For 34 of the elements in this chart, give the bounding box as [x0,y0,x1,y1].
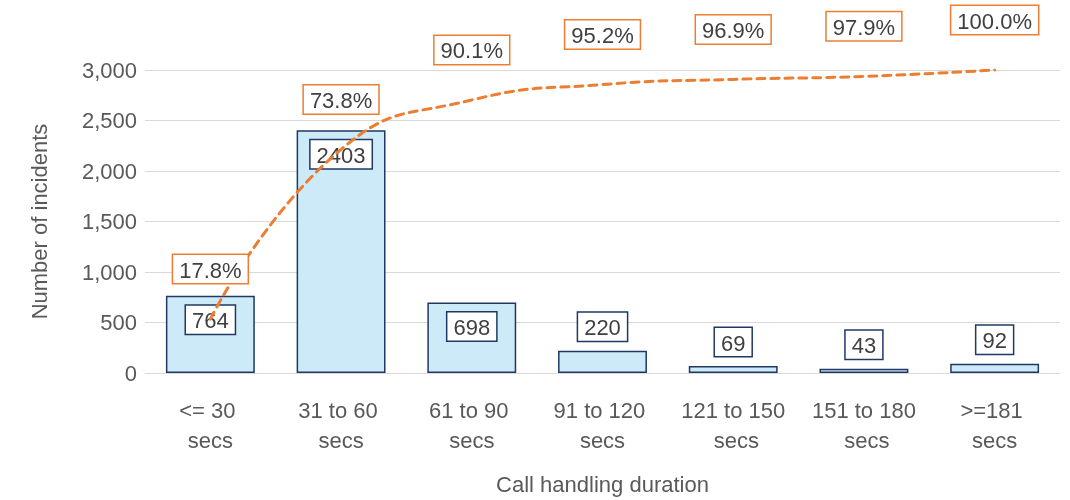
data-label: 96.9% [702,17,765,43]
y-tick-label: 0 [124,360,137,386]
y-tick-label: 2,000 [81,158,137,184]
data-label: 95.2% [571,23,634,49]
bar [819,368,909,373]
y-tick-label: 2,500 [81,108,137,133]
x-tick-label: 61 to 90 secs [428,397,515,453]
data-label: 43 [851,333,877,359]
data-label: 220 [584,315,621,341]
y-axis-title: Number of incidents [26,123,52,320]
y-tick-label: 1,000 [81,259,137,285]
x-tick-label: <= 30 secs [179,397,242,453]
data-label: 97.9% [832,14,896,40]
data-label: 17.8% [179,257,242,283]
data-label: 69 [720,330,746,356]
data-label: 100.0% [957,8,1032,34]
x-axis-title: Call handling duration [496,471,709,497]
bar [950,363,1040,373]
bar [296,130,386,373]
data-label: 90.1% [440,38,503,64]
data-label: 698 [453,315,491,340]
y-tick-label: 3,000 [81,57,137,83]
data-label: 92 [982,328,1007,354]
bar [558,350,647,373]
x-tick-label: 121 to 150 secs [681,397,786,453]
data-label: 764 [192,308,229,334]
y-tick-label: 1,500 [81,209,137,234]
x-tick-label: 151 to 180 secs [811,397,916,453]
data-label: 73.8% [309,87,373,113]
bar [688,366,778,373]
x-tick-label: 91 to 120 secs [553,397,652,453]
x-tick-label: 31 to 60 secs [298,397,384,453]
y-tick-label: 500 [100,310,137,335]
x-tick-label: >=181 secs [960,397,1029,453]
